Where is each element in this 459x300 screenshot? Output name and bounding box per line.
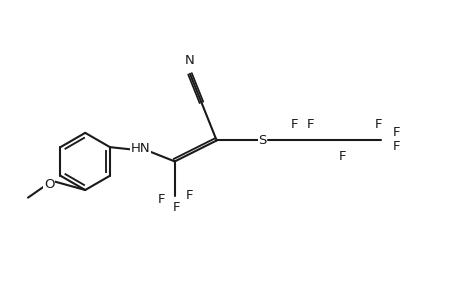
Text: F: F: [392, 126, 399, 139]
Text: F: F: [338, 150, 346, 163]
Text: F: F: [185, 189, 193, 202]
Text: O: O: [44, 178, 54, 191]
Text: HN: HN: [130, 142, 150, 154]
Text: F: F: [291, 118, 298, 131]
Text: F: F: [157, 193, 165, 206]
Text: F: F: [374, 118, 381, 131]
Text: F: F: [306, 118, 314, 131]
Text: N: N: [185, 54, 195, 67]
Text: F: F: [173, 201, 180, 214]
Text: S: S: [257, 134, 266, 147]
Text: F: F: [392, 140, 399, 153]
